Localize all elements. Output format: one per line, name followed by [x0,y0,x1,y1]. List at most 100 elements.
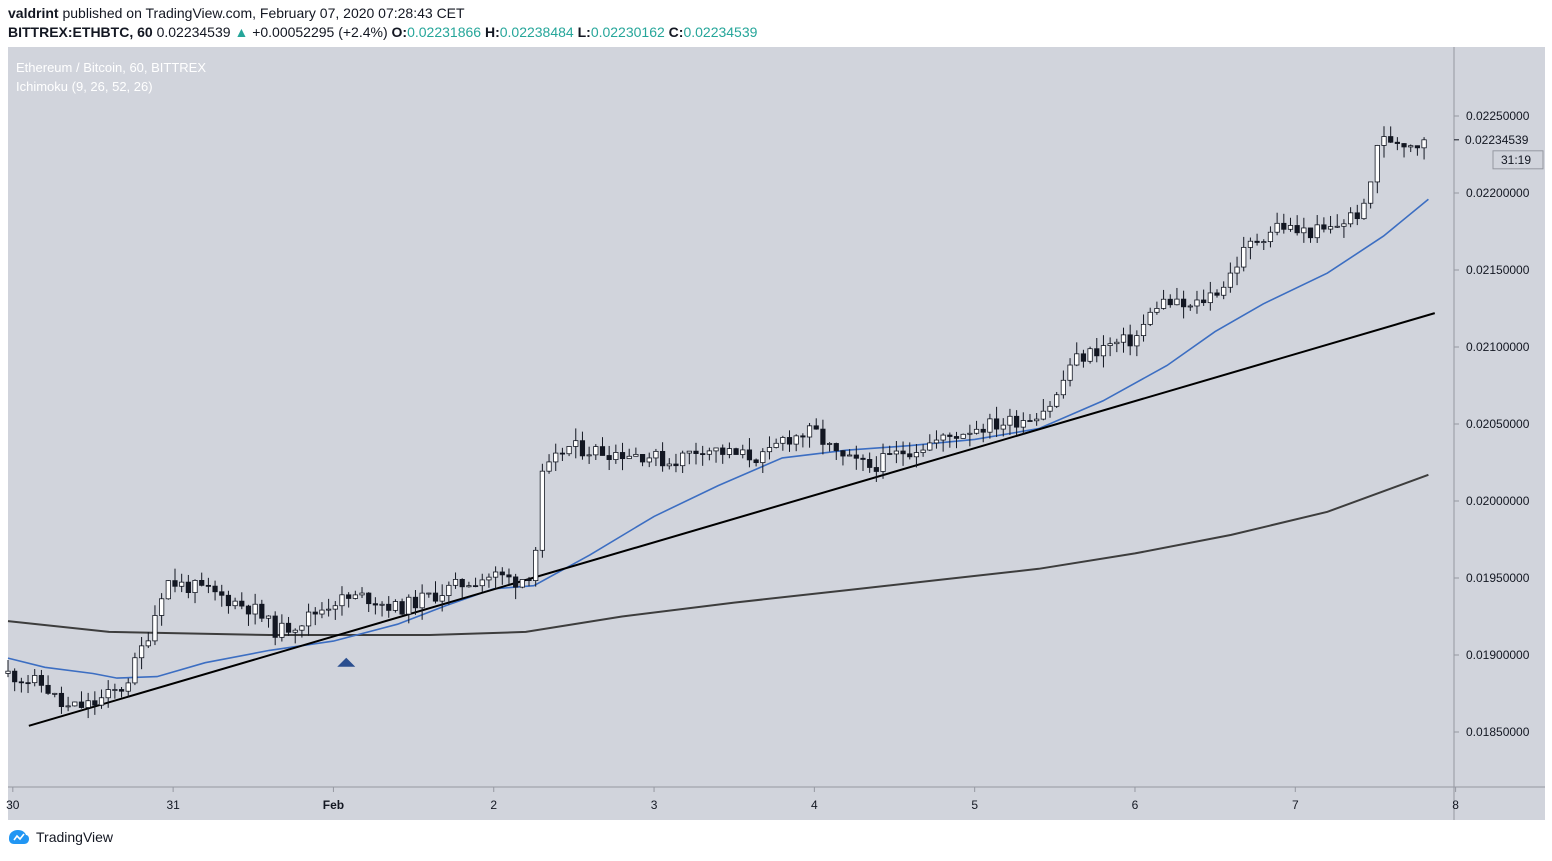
price-axis[interactable] [1454,47,1545,787]
price-tick-label: 0.02250000 [1466,109,1530,123]
author-name[interactable]: valdrint [8,5,59,21]
candle [893,441,899,464]
candle [1100,335,1107,368]
candle [1247,237,1254,260]
candle [472,577,479,588]
price-tick-label: 0.02200000 [1466,186,1530,200]
candle [753,458,759,467]
candle [940,433,946,452]
candle [593,444,599,460]
candle [92,691,98,715]
candle [579,431,586,460]
candle [1287,217,1294,232]
candle [1154,301,1160,315]
candle [52,692,58,698]
candle [706,447,712,461]
candle [5,660,11,678]
candle [880,443,886,479]
candle [1080,349,1087,368]
candle [1227,262,1233,293]
candle [1281,213,1287,234]
marker-arrow-shape [337,657,356,667]
time-tick-label: Feb [323,798,344,812]
trendline-path[interactable] [28,312,1436,727]
candle [165,580,171,600]
candle [352,590,358,600]
candle [319,602,325,619]
candle [1160,289,1167,310]
candle [259,599,265,623]
marker-arrow-icon [337,657,356,667]
candle [1414,145,1420,156]
candle [773,438,779,449]
candle [1334,214,1340,229]
candle [993,406,1000,438]
candle [379,601,385,617]
publish-info: valdrint published on TradingView.com, F… [8,5,465,21]
price-tick-label: 0.01950000 [1466,571,1530,585]
candle [1127,324,1133,356]
candle [833,442,839,460]
candle [599,437,606,456]
candle [633,447,639,457]
candle [1401,143,1407,158]
indicator-legend[interactable]: Ichimoku (9, 26, 52, 26) [16,79,153,94]
candle [766,436,773,460]
candle [1074,342,1080,367]
symbol-label: BITTREX:ETHBTC, 60 [8,24,153,40]
time-axis[interactable] [8,787,1454,820]
candle [272,611,278,646]
candle [1341,219,1347,238]
candle [152,605,158,646]
time-tick-label: 31 [166,798,180,812]
candle [78,691,85,709]
candle [726,442,732,459]
candle [553,443,559,471]
candle [225,590,232,614]
candle [38,669,44,693]
candle [626,448,632,460]
candle [1368,181,1374,209]
candle [1374,144,1380,194]
candle [493,566,499,589]
time-tick-labels: 30 31 Feb 2 3 4 5 6 7 8 [6,787,1459,812]
time-tick-label: 4 [811,798,818,812]
price-tick-label: 0.02150000 [1466,263,1530,277]
candle [145,632,151,649]
candle [1134,330,1140,357]
candle [65,696,71,712]
candle [1114,338,1120,353]
candle [466,581,472,588]
bar-countdown: 31:19 [1501,153,1531,167]
candle [826,442,833,452]
candle [1201,289,1207,306]
candle [967,424,973,447]
plot-area[interactable] [8,47,1454,787]
candle [219,584,225,607]
candle [780,435,786,451]
candle [1167,294,1173,308]
trendline[interactable] [28,312,1436,727]
candle [12,668,18,692]
candle [740,444,746,459]
close-value: 0.02234539 [683,24,758,40]
candle [1394,137,1400,151]
candle [279,614,285,642]
candle [18,677,24,693]
candle [646,452,652,468]
candle [519,579,525,589]
candle [305,603,312,636]
candle [299,625,305,638]
candle [973,420,980,435]
candle [1047,401,1053,418]
candle [733,447,739,455]
candle [546,454,552,474]
candle [666,458,672,470]
candle [185,574,191,599]
candle [840,450,846,466]
candle [1301,217,1307,243]
candle [1234,256,1240,286]
candle [1347,207,1354,228]
tradingview-footer[interactable]: TradingView [8,829,113,845]
